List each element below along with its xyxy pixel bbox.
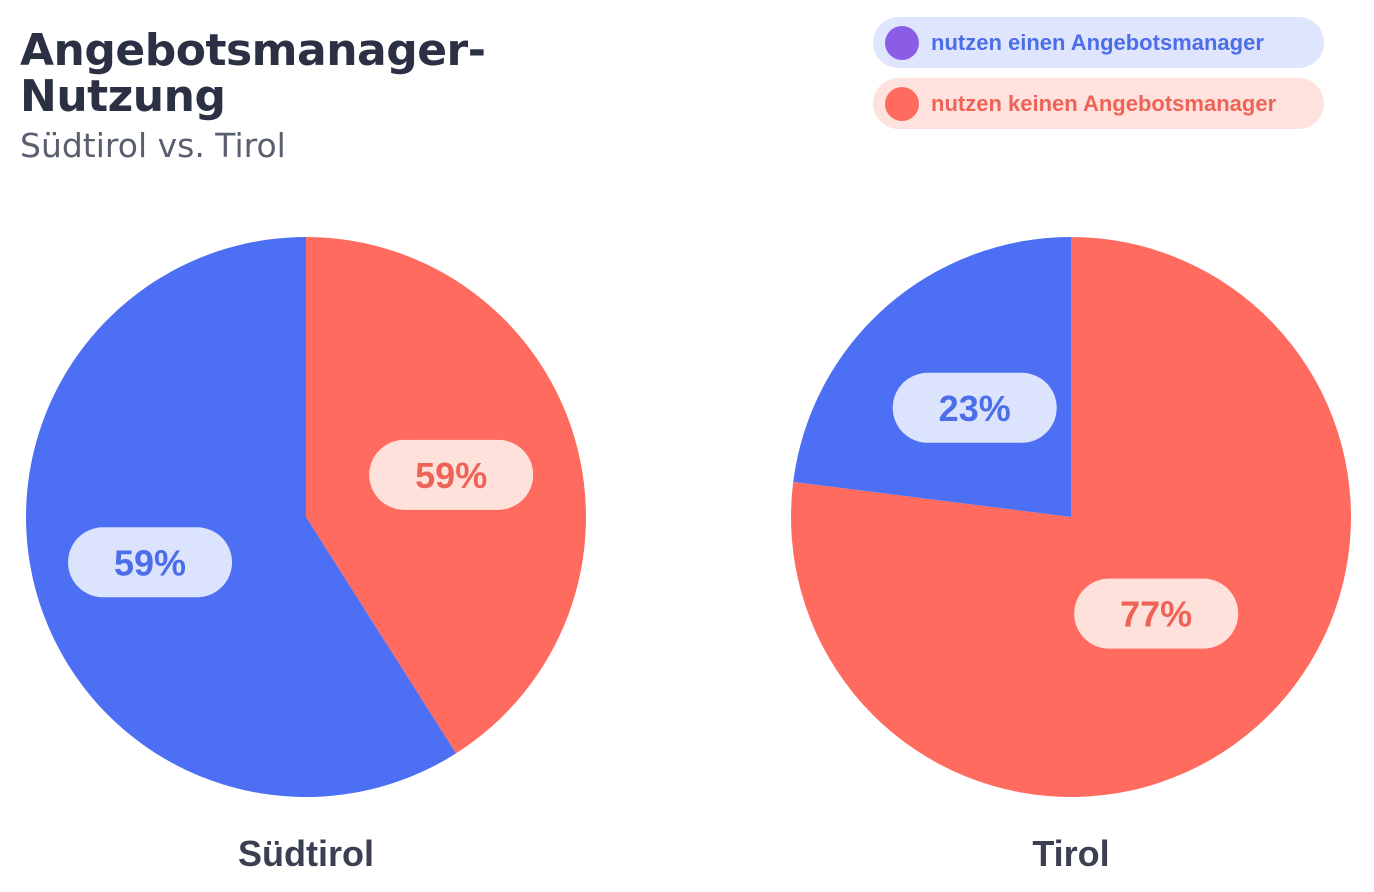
data-label-tirol-uses: 23% bbox=[892, 372, 1057, 443]
chart-subtitle: Südtirol vs. Tirol bbox=[20, 126, 286, 165]
legend-item-not-uses[interactable]: nutzen keinen Angebotsmanager bbox=[873, 78, 1324, 129]
data-label-text: 77% bbox=[1120, 594, 1192, 635]
data-label-tirol-not-uses: 77% bbox=[1074, 578, 1239, 649]
legend: nutzen einen Angebotsmanager nutzen kein… bbox=[873, 17, 1324, 139]
data-label-text: 59% bbox=[415, 455, 487, 496]
legend-dot-uses bbox=[885, 25, 919, 60]
pie-title-tirol: Tirol bbox=[1032, 833, 1109, 874]
data-label-pill bbox=[369, 439, 534, 510]
chart-header: Angebotsmanager-Nutzung Südtirol vs. Tir… bbox=[20, 28, 640, 166]
pie-slice-suedtirol-uses bbox=[25, 237, 457, 797]
data-label-pill bbox=[892, 372, 1057, 443]
legend-label-uses: nutzen einen Angebotsmanager bbox=[931, 29, 1264, 55]
pie-title-suedtirol: Südtirol bbox=[238, 833, 374, 874]
data-label-pill bbox=[68, 527, 233, 598]
legend-label-not-uses: nutzen keinen Angebotsmanager bbox=[931, 90, 1277, 116]
data-label-pill bbox=[1074, 578, 1239, 649]
data-label-text: 23% bbox=[939, 388, 1011, 429]
data-label-suedtirol-not-uses: 59% bbox=[369, 439, 534, 510]
legend-dot-not-uses bbox=[885, 86, 919, 121]
data-label-suedtirol-uses: 59% bbox=[68, 527, 233, 598]
chart-title: Angebotsmanager-Nutzung bbox=[20, 25, 486, 122]
legend-item-uses[interactable]: nutzen einen Angebotsmanager bbox=[873, 17, 1324, 68]
data-label-text: 59% bbox=[114, 542, 186, 583]
